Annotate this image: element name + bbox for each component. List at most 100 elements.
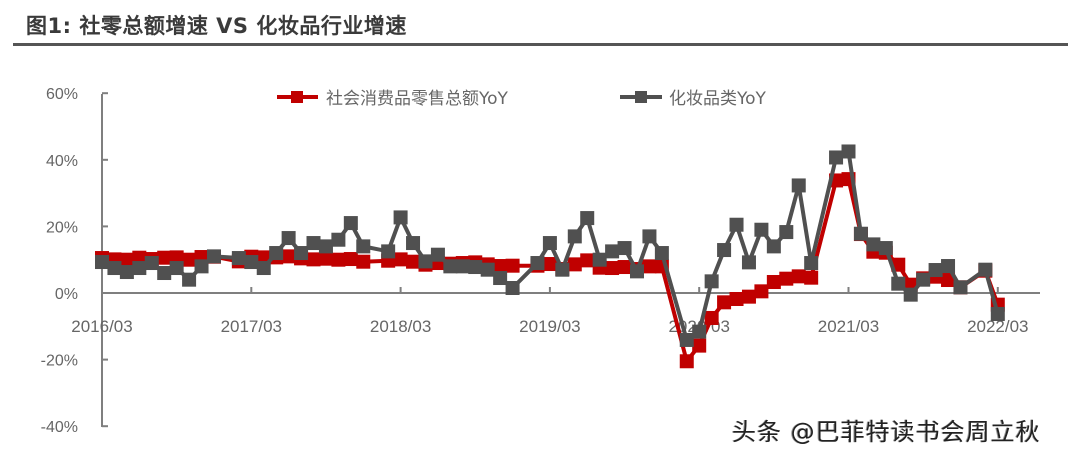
data-point-marker [244,255,259,270]
data-point-marker [841,144,856,159]
legend-label-retail: 社会消费品零售总额YoY [326,89,509,109]
y-tick-label: 60% [46,86,78,103]
y-tick-label: -20% [41,353,78,370]
data-point-marker [654,246,669,261]
data-point-marker [542,236,557,251]
data-point-marker [741,255,756,270]
data-point-marker [169,250,184,265]
data-point-marker [953,280,968,295]
data-point-marker [182,272,197,287]
data-point-marker [642,259,657,274]
data-point-marker [717,295,732,310]
data-point-marker [729,291,744,306]
data-point-marker [393,252,408,267]
data-point-marker [306,236,321,251]
data-point-marker [580,253,595,268]
data-point-marker [318,239,333,254]
x-tick-label: 2019/03 [519,317,580,336]
watermark: 头条 @巴菲特读书会周立秋 [732,418,1041,446]
data-point-marker [704,274,719,289]
data-point-marker [455,259,470,274]
data-point-marker [505,258,520,273]
data-point-marker [95,255,109,270]
data-point-marker [853,226,868,241]
data-point-marker [903,287,918,302]
data-point-marker [493,259,508,274]
data-point-marker [194,259,209,274]
data-point-marker [331,232,346,247]
data-point-marker [294,246,309,261]
data-point-marker [941,259,956,274]
y-tick-label: 40% [46,153,78,170]
data-point-marker [692,324,707,339]
data-point-marker [231,251,246,266]
data-point-marker [318,251,333,266]
series-retail-yoy [95,172,1005,369]
data-point-marker [891,276,906,291]
data-point-marker [406,236,421,251]
data-point-marker [530,256,545,271]
data-point-marker [381,244,396,259]
data-point-marker [928,263,943,278]
data-point-marker [281,231,296,246]
data-point-marker [119,252,134,267]
data-point-marker [580,211,595,226]
data-point-marker [182,252,197,267]
x-tick-label: 2018/03 [370,317,431,336]
data-point-marker [393,210,408,225]
data-point-marker [791,269,806,284]
data-point-marker [941,273,956,288]
x-tick-label: 2017/03 [221,317,282,336]
data-point-marker [679,354,694,369]
data-point-marker [555,262,570,277]
data-point-marker [866,237,881,252]
data-point-marker [617,260,632,275]
data-point-marker [567,229,582,244]
data-point-marker [829,150,844,165]
data-point-marker [206,249,221,264]
data-point-marker [343,252,358,267]
data-point-marker [804,270,819,285]
data-point-marker [717,243,732,258]
data-point-marker [766,239,781,254]
x-tick-label: 2016/03 [71,317,132,336]
data-point-marker [306,252,321,267]
legend-item-cosmetics: 化妆品类YoY [620,89,767,109]
data-point-marker [779,271,794,286]
data-point-marker [605,261,620,276]
data-point-marker [916,272,931,287]
data-point-marker [356,254,371,269]
data-point-marker [505,281,520,296]
data-point-marker [256,261,271,276]
data-point-marker [406,254,421,269]
data-point-marker [779,225,794,240]
legend: 社会消费品零售总额YoY 化妆品类YoY [277,89,767,109]
data-point-marker [754,284,769,299]
legend-item-retail: 社会消费品零售总额YoY [277,89,509,109]
y-tick-label: 20% [46,219,78,236]
data-point-marker [605,244,620,259]
data-point-marker [144,256,159,271]
data-point-marker [418,254,433,269]
data-point-marker [157,266,172,281]
data-point-marker [741,289,756,304]
data-point-marker [356,239,371,254]
data-point-marker [592,252,607,267]
data-point-marker [542,257,557,272]
data-point-marker [119,265,134,280]
y-tick-label: -40% [41,419,78,436]
data-point-marker [791,178,806,193]
data-point-marker [878,241,893,256]
data-point-marker [331,252,346,267]
data-point-marker [281,249,296,264]
data-point-marker [493,271,508,286]
data-point-marker [729,217,744,232]
data-point-marker [642,229,657,244]
title-divider [13,43,1068,46]
data-point-marker [132,261,147,276]
x-tick-label: 2022/03 [967,317,1028,336]
data-point-marker [617,241,632,256]
data-point-marker [692,338,707,353]
gray-square-marker-icon [635,91,647,103]
